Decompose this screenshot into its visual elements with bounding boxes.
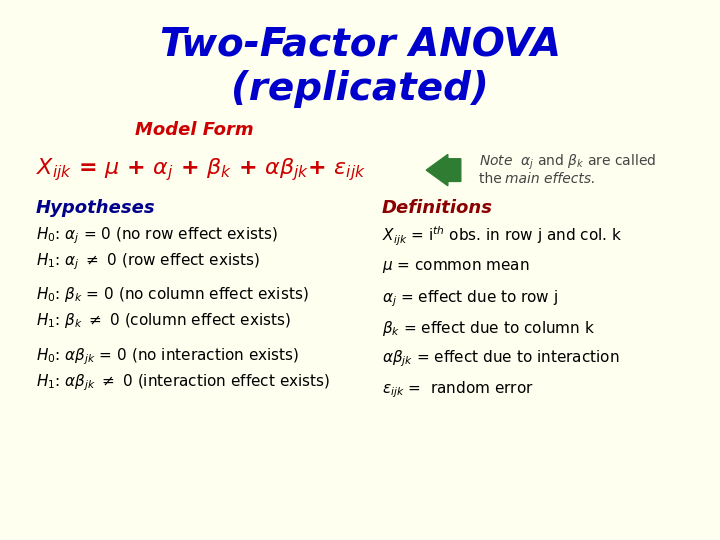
Text: $\varepsilon_{ijk}$ =  random error: $\varepsilon_{ijk}$ = random error: [382, 380, 534, 400]
Text: Hypotheses: Hypotheses: [36, 199, 156, 217]
FancyArrow shape: [426, 154, 461, 186]
Text: main effects.: main effects.: [505, 172, 596, 186]
Text: (replicated): (replicated): [231, 70, 489, 108]
Text: $H_1$: $\beta_k$ $\neq$ 0 (column effect exists): $H_1$: $\beta_k$ $\neq$ 0 (column effect…: [36, 310, 291, 330]
Text: $\mu$ = common mean: $\mu$ = common mean: [382, 259, 529, 275]
Text: Two-Factor ANOVA: Two-Factor ANOVA: [160, 27, 560, 65]
Text: $H_1$: $\alpha_j$ $\neq$ 0 (row effect exists): $H_1$: $\alpha_j$ $\neq$ 0 (row effect e…: [36, 252, 260, 272]
Text: Definitions: Definitions: [382, 199, 492, 217]
Text: $H_1$: $\alpha\beta_{jk}$ $\neq$ 0 (interaction effect exists): $H_1$: $\alpha\beta_{jk}$ $\neq$ 0 (inte…: [36, 372, 330, 393]
Text: $Note$  $\alpha_j$ and $\beta_k$ are called: $Note$ $\alpha_j$ and $\beta_k$ are call…: [479, 152, 656, 172]
Text: $\alpha\beta_{jk}$ = effect due to interaction: $\alpha\beta_{jk}$ = effect due to inter…: [382, 349, 619, 369]
Text: $X_{ijk}$ = $\mu$ + $\alpha_j$ + $\beta_k$ + $\alpha\beta_{jk}$+ $\varepsilon_{i: $X_{ijk}$ = $\mu$ + $\alpha_j$ + $\beta_…: [36, 157, 366, 184]
Text: the: the: [479, 172, 506, 186]
Text: Model Form: Model Form: [135, 120, 253, 139]
Text: $\beta_k$ = effect due to column k: $\beta_k$ = effect due to column k: [382, 319, 595, 338]
Text: $X_{ijk}$ = i$^{th}$ obs. in row j and col. k: $X_{ijk}$ = i$^{th}$ obs. in row j and c…: [382, 224, 622, 248]
Text: $H_0$: $\alpha_j$ = 0 (no row effect exists): $H_0$: $\alpha_j$ = 0 (no row effect exi…: [36, 226, 278, 246]
Text: $\alpha_j$ = effect due to row j: $\alpha_j$ = effect due to row j: [382, 288, 558, 309]
Text: $H_0$: $\alpha\beta_{jk}$ = 0 (no interaction exists): $H_0$: $\alpha\beta_{jk}$ = 0 (no intera…: [36, 346, 300, 367]
Text: $H_0$: $\beta_k$ = 0 (no column effect exists): $H_0$: $\beta_k$ = 0 (no column effect e…: [36, 285, 309, 304]
